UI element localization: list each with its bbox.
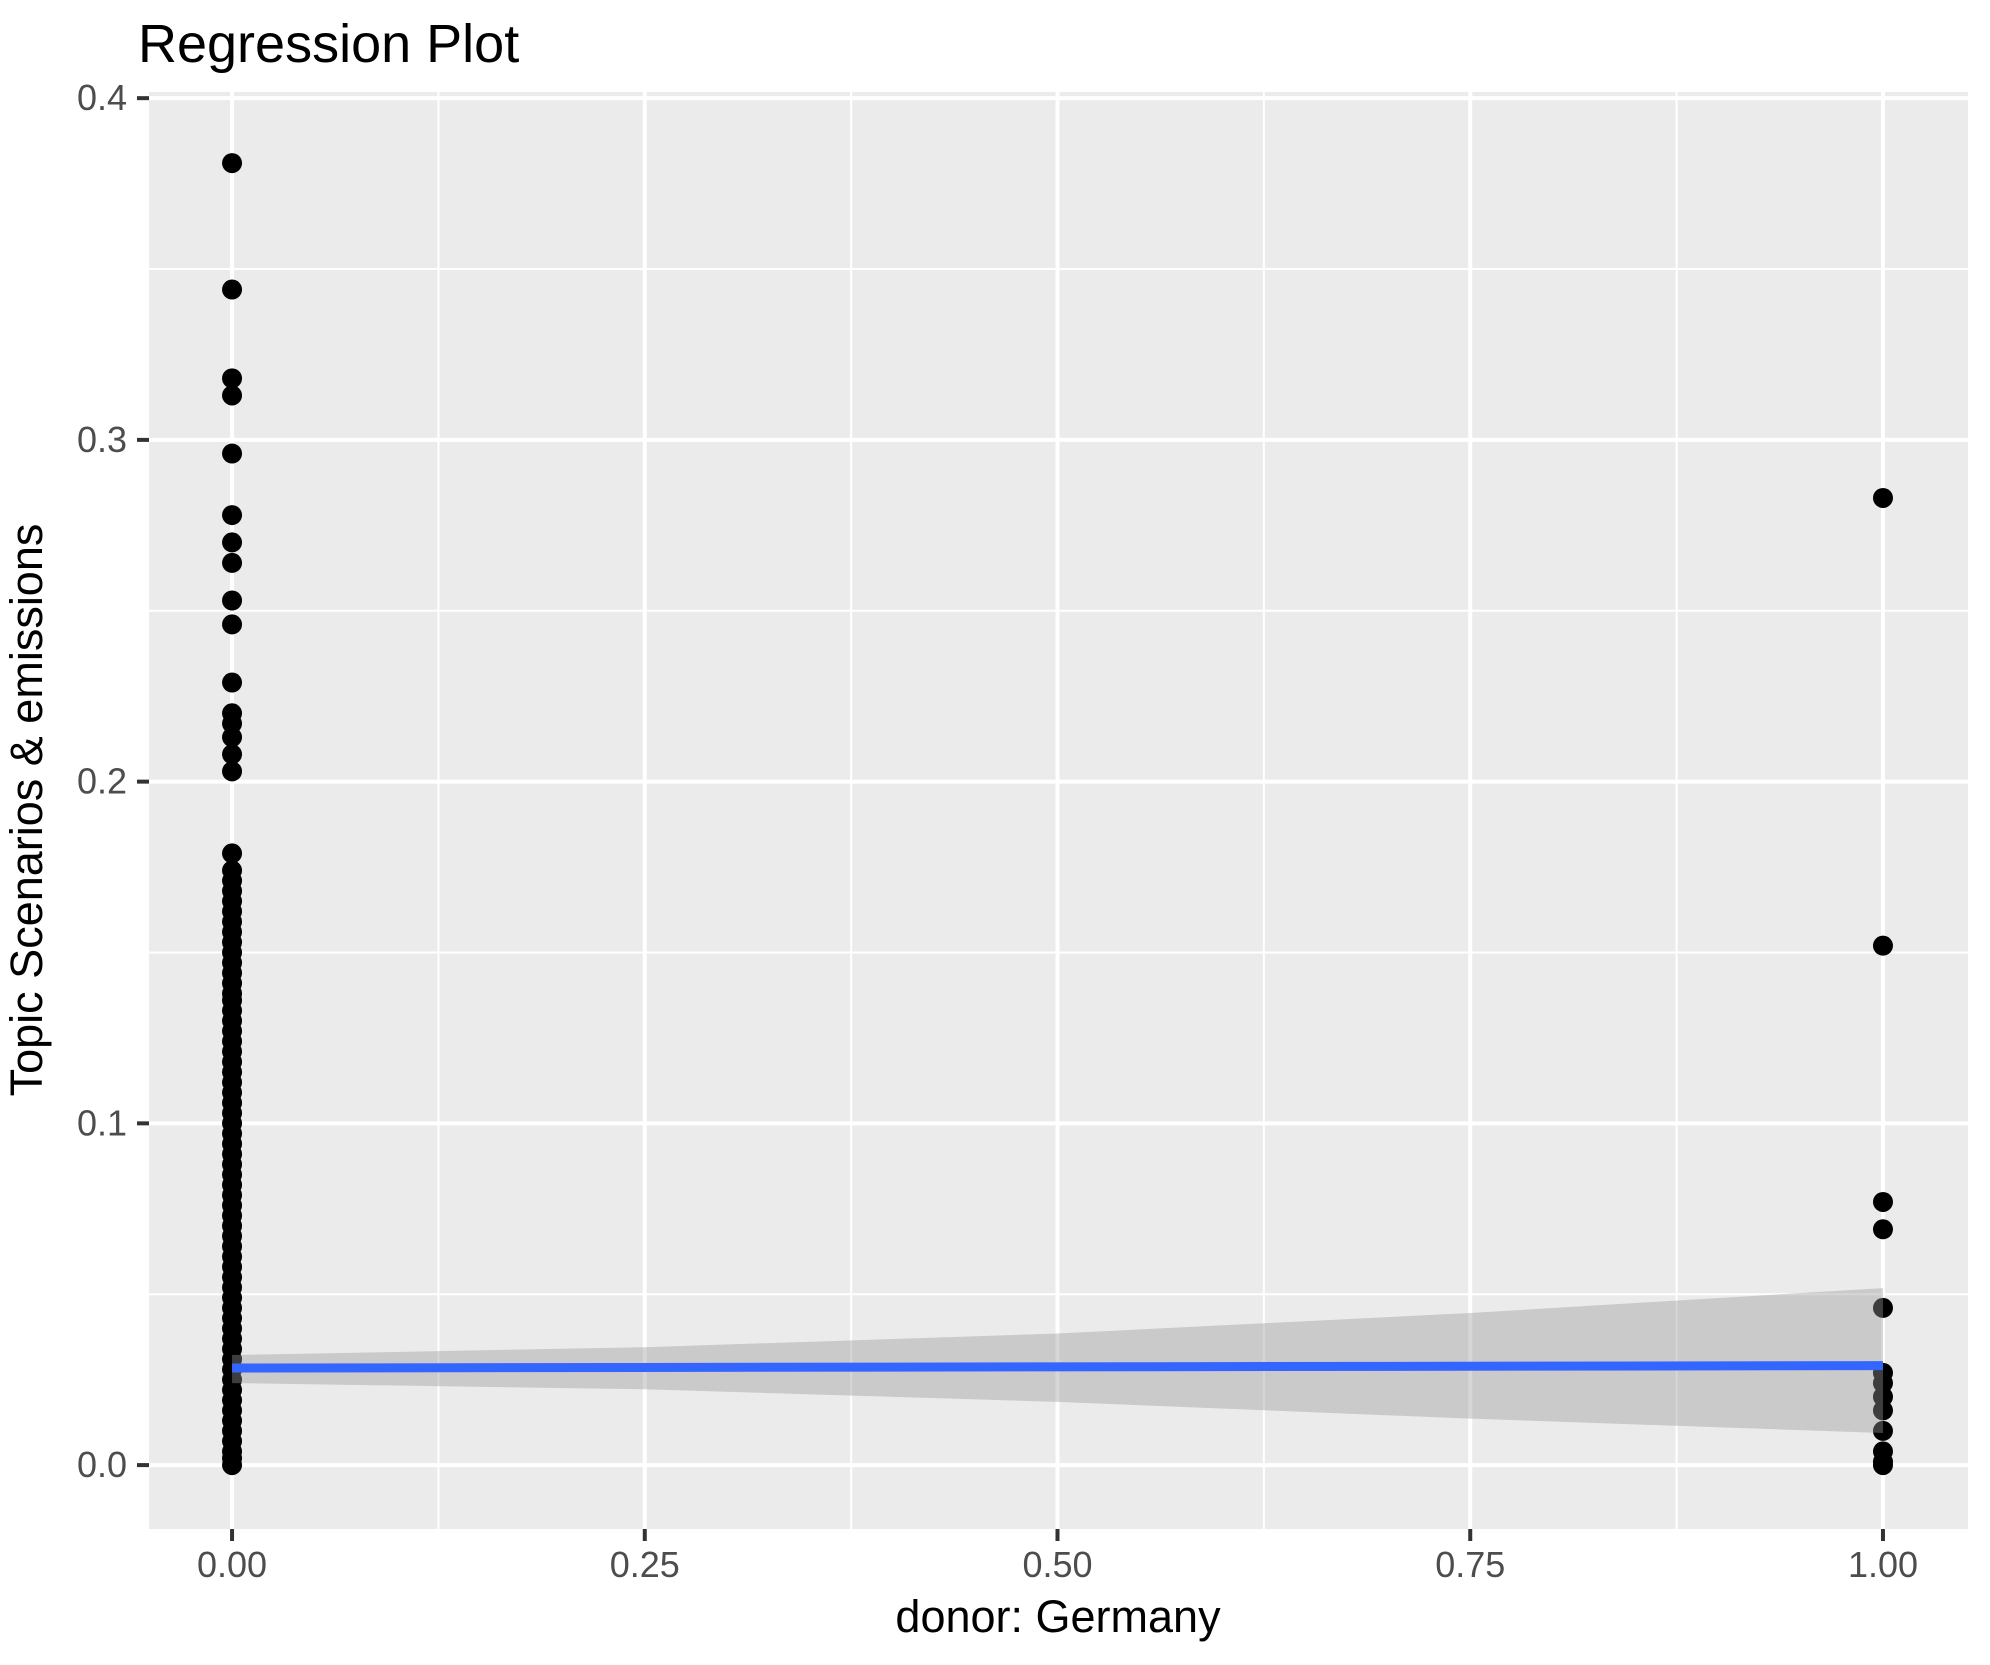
- x-axis-title: donor: Germany: [895, 1591, 1221, 1642]
- data-point: [1872, 935, 1893, 956]
- data-point: [222, 279, 243, 300]
- data-point: [1872, 1191, 1893, 1212]
- x-tick-label: 1.00: [1848, 1544, 1918, 1585]
- data-point: [222, 368, 243, 389]
- data-point: [1872, 1400, 1893, 1421]
- y-tick-label: 0.1: [77, 1102, 127, 1143]
- data-point: [222, 713, 243, 734]
- data-point: [222, 761, 243, 782]
- x-tick-label: 0.25: [610, 1544, 680, 1585]
- data-point: [222, 443, 243, 464]
- data-point: [1872, 487, 1893, 508]
- data-point: [1872, 1219, 1893, 1240]
- x-tick-label: 0.00: [197, 1544, 267, 1585]
- data-point: [222, 385, 243, 406]
- data-point: [222, 1455, 243, 1476]
- data-point: [1872, 1373, 1893, 1394]
- regression-line: [232, 1361, 1883, 1373]
- confidence-band: [232, 1288, 1883, 1433]
- y-tick-label: 0.3: [77, 419, 127, 460]
- data-point: [222, 672, 243, 693]
- data-point: [1872, 1386, 1893, 1407]
- data-point: [1872, 1420, 1893, 1441]
- data-point: [222, 532, 243, 553]
- data-point: [222, 590, 243, 611]
- data-point: [1872, 1297, 1893, 1318]
- chart-title: Regression Plot: [138, 14, 519, 74]
- y-axis-title: Topic Scenarios & emissions: [1, 524, 52, 1097]
- x-tick-label: 0.50: [1022, 1544, 1092, 1585]
- y-tick-label: 0.2: [77, 761, 127, 802]
- y-tick-label: 0.0: [77, 1444, 127, 1485]
- data-point: [222, 843, 243, 864]
- data-point: [222, 744, 243, 765]
- data-point: [222, 614, 243, 635]
- data-point: [222, 552, 243, 573]
- data-point: [222, 505, 243, 526]
- data-point: [222, 153, 243, 174]
- chart-layers: 0.0 0.1 0.2 0.3 0.4 0.00 0.25 0.50 0.75 1.00: [77, 77, 1968, 1585]
- y-tick-label: 0.4: [77, 77, 127, 118]
- data-point: [222, 727, 243, 748]
- data-point: [1872, 1455, 1893, 1476]
- x-tick-label: 0.75: [1435, 1544, 1505, 1585]
